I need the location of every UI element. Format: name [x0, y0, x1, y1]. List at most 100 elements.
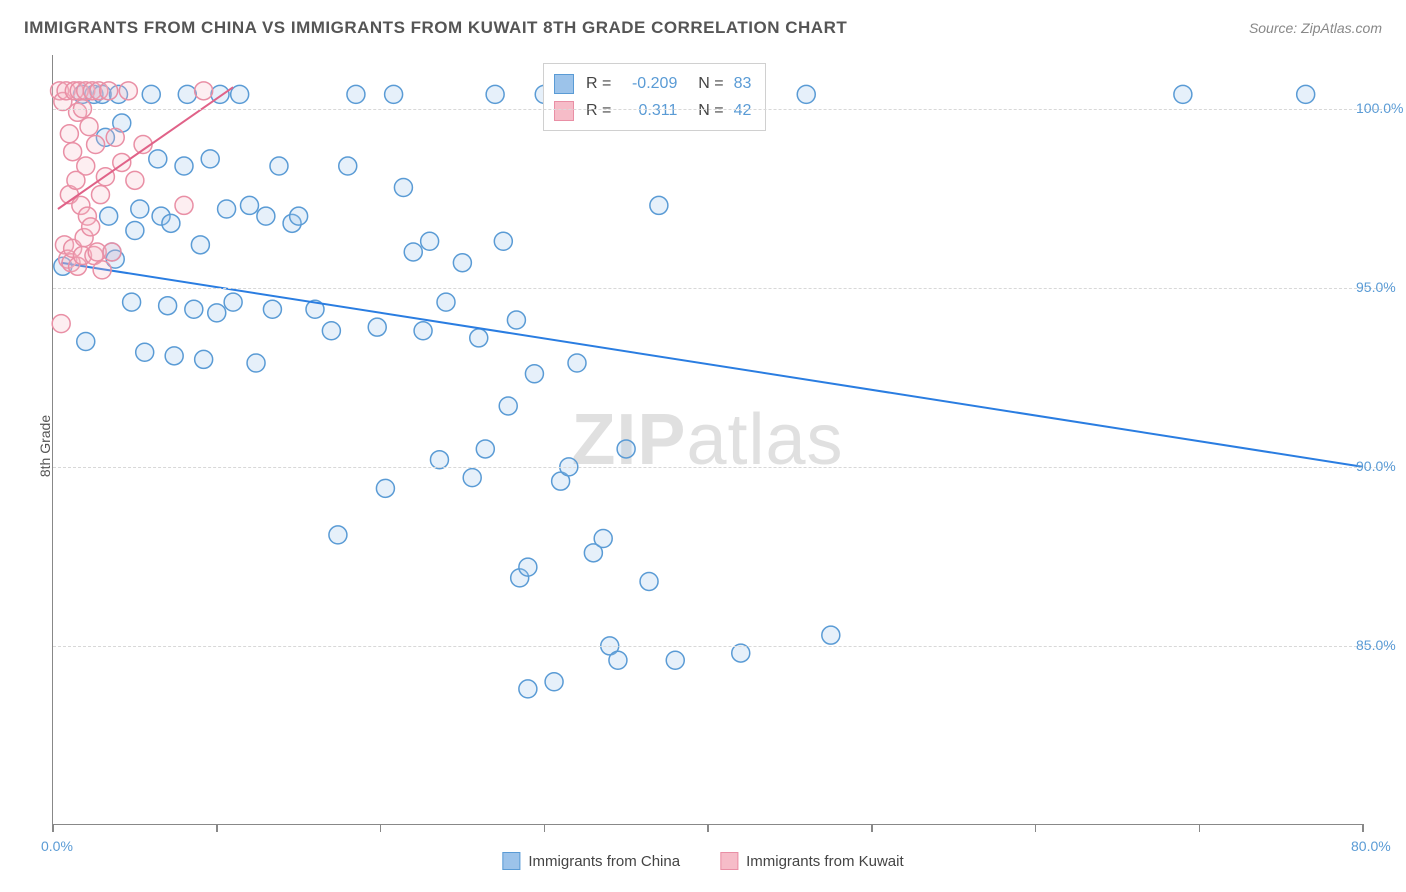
- scatter-point: [385, 85, 403, 103]
- scatter-point: [257, 207, 275, 225]
- scatter-point: [201, 150, 219, 168]
- scatter-point: [185, 300, 203, 318]
- plot-area: ZIPatlas R =-0.209 N = 83R =0.311 N = 42…: [52, 55, 1362, 825]
- scatter-point: [414, 322, 432, 340]
- scatter-point: [470, 329, 488, 347]
- scatter-point: [77, 157, 95, 175]
- legend-n-label: N =: [689, 70, 723, 97]
- gridline-h: [53, 288, 1392, 289]
- correlation-legend: R =-0.209 N = 83R =0.311 N = 42: [543, 63, 766, 131]
- scatter-point: [195, 350, 213, 368]
- legend-swatch: [554, 101, 574, 121]
- legend-label: Immigrants from Kuwait: [746, 853, 904, 870]
- scatter-point: [263, 300, 281, 318]
- source-attribution: Source: ZipAtlas.com: [1249, 20, 1382, 36]
- xtick: [1035, 824, 1037, 832]
- legend-n-value: 83: [734, 70, 752, 97]
- scatter-point: [100, 82, 118, 100]
- scatter-point: [224, 293, 242, 311]
- scatter-point: [52, 315, 70, 333]
- legend-label: Immigrants from China: [528, 853, 680, 870]
- scatter-point: [347, 85, 365, 103]
- scatter-point: [1174, 85, 1192, 103]
- legend-r-label: R =: [586, 97, 611, 124]
- scatter-point: [175, 196, 193, 214]
- scatter-point: [463, 469, 481, 487]
- legend-n-label: N =: [689, 97, 723, 124]
- scatter-point: [195, 82, 213, 100]
- xtick: [52, 824, 54, 832]
- scatter-point: [60, 125, 78, 143]
- scatter-point: [64, 143, 82, 161]
- scatter-point: [142, 85, 160, 103]
- scatter-point: [208, 304, 226, 322]
- scatter-point: [77, 333, 95, 351]
- scatter-point: [103, 243, 121, 261]
- scatter-point: [617, 440, 635, 458]
- xtick: [871, 824, 873, 832]
- scatter-point: [93, 261, 111, 279]
- scatter-point: [368, 318, 386, 336]
- series-legend: Immigrants from China Immigrants from Kuw…: [502, 852, 903, 870]
- xtick: [1199, 824, 1201, 832]
- ytick-label: 85.0%: [1356, 637, 1396, 653]
- scatter-point: [545, 673, 563, 691]
- scatter-point: [568, 354, 586, 372]
- scatter-point: [376, 479, 394, 497]
- scatter-point: [247, 354, 265, 372]
- ytick-label: 95.0%: [1356, 279, 1396, 295]
- scatter-point: [80, 118, 98, 136]
- legend-item: Immigrants from China: [502, 852, 680, 870]
- scatter-point: [494, 232, 512, 250]
- scatter-point: [149, 150, 167, 168]
- scatter-point: [175, 157, 193, 175]
- xtick: [380, 824, 382, 832]
- scatter-point: [126, 221, 144, 239]
- scatter-point: [507, 311, 525, 329]
- xtick: [1362, 824, 1364, 832]
- scatter-point: [159, 297, 177, 315]
- scatter-point: [640, 572, 658, 590]
- scatter-point: [100, 207, 118, 225]
- scatter-point: [404, 243, 422, 261]
- scatter-point: [519, 558, 537, 576]
- scatter-point: [609, 651, 627, 669]
- scatter-point: [290, 207, 308, 225]
- legend-item: Immigrants from Kuwait: [720, 852, 904, 870]
- xtick-label: 0.0%: [41, 838, 73, 854]
- scatter-point: [486, 85, 504, 103]
- scatter-point: [525, 365, 543, 383]
- scatter-point: [339, 157, 357, 175]
- gridline-h: [53, 467, 1392, 468]
- scatter-point: [82, 218, 100, 236]
- legend-r-value: 0.311: [621, 97, 677, 124]
- scatter-point: [218, 200, 236, 218]
- scatter-point: [421, 232, 439, 250]
- legend-row: R = -0.209 N = 83: [554, 70, 751, 97]
- scatter-point: [437, 293, 455, 311]
- chart-svg: [53, 55, 1362, 824]
- scatter-point: [476, 440, 494, 458]
- scatter-point: [136, 343, 154, 361]
- scatter-point: [499, 397, 517, 415]
- scatter-point: [131, 200, 149, 218]
- scatter-point: [594, 529, 612, 547]
- scatter-point: [453, 254, 471, 272]
- scatter-point: [1297, 85, 1315, 103]
- scatter-point: [191, 236, 209, 254]
- scatter-point: [87, 136, 105, 154]
- legend-r-value: -0.209: [621, 70, 677, 97]
- legend-swatch: [720, 852, 738, 870]
- xtick: [544, 824, 546, 832]
- scatter-point: [165, 347, 183, 365]
- legend-swatch: [502, 852, 520, 870]
- gridline-h: [53, 646, 1392, 647]
- scatter-point: [123, 293, 141, 311]
- scatter-point: [178, 85, 196, 103]
- scatter-point: [329, 526, 347, 544]
- scatter-point: [650, 196, 668, 214]
- xtick: [707, 824, 709, 832]
- legend-r-label: R =: [586, 70, 611, 97]
- scatter-point: [822, 626, 840, 644]
- scatter-point: [126, 171, 144, 189]
